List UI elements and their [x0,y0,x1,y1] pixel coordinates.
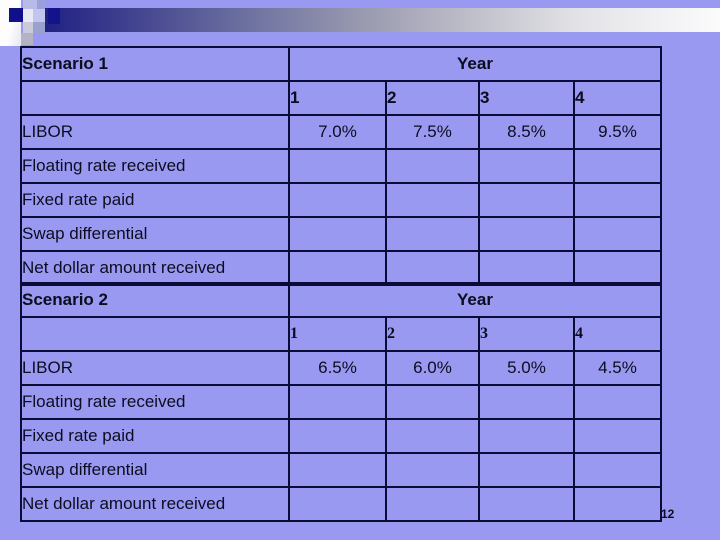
empty-value-cell [288,148,387,184]
corner-square [23,22,33,33]
empty-label-cell [20,80,290,116]
empty-value-cell [573,148,662,184]
scenario-2-table: Scenario 2 Year 1 2 3 4 LIBOR 6.5% 6.0% … [20,282,662,522]
corner-white-strip [0,0,21,46]
empty-value-cell [478,418,575,454]
empty-value-cell [385,418,480,454]
row-label: Floating rate received [20,148,290,184]
top-gradient-bar [36,8,720,32]
empty-value-cell [478,148,575,184]
empty-value-cell [288,384,387,420]
title-row: Scenario 2 Year [20,282,662,318]
year-header: Year [288,282,662,318]
row-label: Net dollar amount received [20,486,290,522]
corner-square [48,8,60,24]
libor-value: 4.5% [573,350,662,386]
scenario-1-table: Scenario 1 Year 1 2 3 4 LIBOR 7.0% 7.5% … [20,46,662,286]
year-col-4: 4 [573,316,662,352]
data-row: Swap differential [20,216,662,252]
empty-value-cell [288,486,387,522]
empty-value-cell [288,452,387,488]
corner-square [23,9,33,22]
data-row: Floating rate received [20,148,662,184]
empty-value-cell [478,452,575,488]
empty-value-cell [385,486,480,522]
libor-value: 6.0% [385,350,480,386]
empty-label-cell [20,316,290,352]
data-row: Floating rate received [20,384,662,420]
empty-value-cell [385,148,480,184]
year-number-row: 1 2 3 4 [20,316,662,352]
empty-value-cell [385,182,480,218]
empty-value-cell [573,250,662,286]
year-col-2: 2 [385,316,480,352]
title-row: Scenario 1 Year [20,46,662,82]
empty-value-cell [385,384,480,420]
row-label: Net dollar amount received [20,250,290,286]
row-label: LIBOR [20,114,290,150]
empty-value-cell [573,216,662,252]
libor-value: 5.0% [478,350,575,386]
row-label: Fixed rate paid [20,418,290,454]
data-row: Fixed rate paid [20,182,662,218]
year-number-row: 1 2 3 4 [20,80,662,116]
row-label: Floating rate received [20,384,290,420]
corner-navy-square [9,8,23,22]
libor-value: 6.5% [288,350,387,386]
corner-square [33,9,45,22]
libor-value: 9.5% [573,114,662,150]
libor-value: 7.5% [385,114,480,150]
empty-value-cell [478,486,575,522]
year-col-1: 1 [288,80,387,116]
year-header: Year [288,46,662,82]
data-row: Net dollar amount received [20,486,662,522]
scenario-1-title: Scenario 1 [20,46,290,82]
year-col-2: 2 [385,80,480,116]
corner-square [23,0,37,9]
empty-value-cell [288,216,387,252]
empty-value-cell [385,250,480,286]
row-label: Swap differential [20,216,290,252]
empty-value-cell [478,250,575,286]
empty-value-cell [573,452,662,488]
empty-value-cell [573,384,662,420]
corner-square [37,0,45,9]
corner-square [21,33,33,45]
data-row: Net dollar amount received [20,250,662,286]
empty-value-cell [288,182,387,218]
empty-value-cell [478,216,575,252]
year-col-3: 3 [478,80,575,116]
row-label: Fixed rate paid [20,182,290,218]
scenario-2-title: Scenario 2 [20,282,290,318]
slide-page-number: 12 [661,507,675,521]
year-col-3: 3 [478,316,575,352]
empty-value-cell [478,182,575,218]
empty-value-cell [573,486,662,522]
row-label: LIBOR [20,350,290,386]
libor-value: 8.5% [478,114,575,150]
row-label: Swap differential [20,452,290,488]
data-row: Fixed rate paid [20,418,662,454]
empty-value-cell [385,452,480,488]
empty-value-cell [288,250,387,286]
corner-square [33,22,45,33]
empty-value-cell [573,182,662,218]
year-col-4: 4 [573,80,662,116]
empty-value-cell [478,384,575,420]
libor-row: LIBOR 6.5% 6.0% 5.0% 4.5% [20,350,662,386]
year-col-1: 1 [288,316,387,352]
empty-value-cell [573,418,662,454]
libor-value: 7.0% [288,114,387,150]
libor-row: LIBOR 7.0% 7.5% 8.5% 9.5% [20,114,662,150]
data-row: Swap differential [20,452,662,488]
empty-value-cell [288,418,387,454]
empty-value-cell [385,216,480,252]
